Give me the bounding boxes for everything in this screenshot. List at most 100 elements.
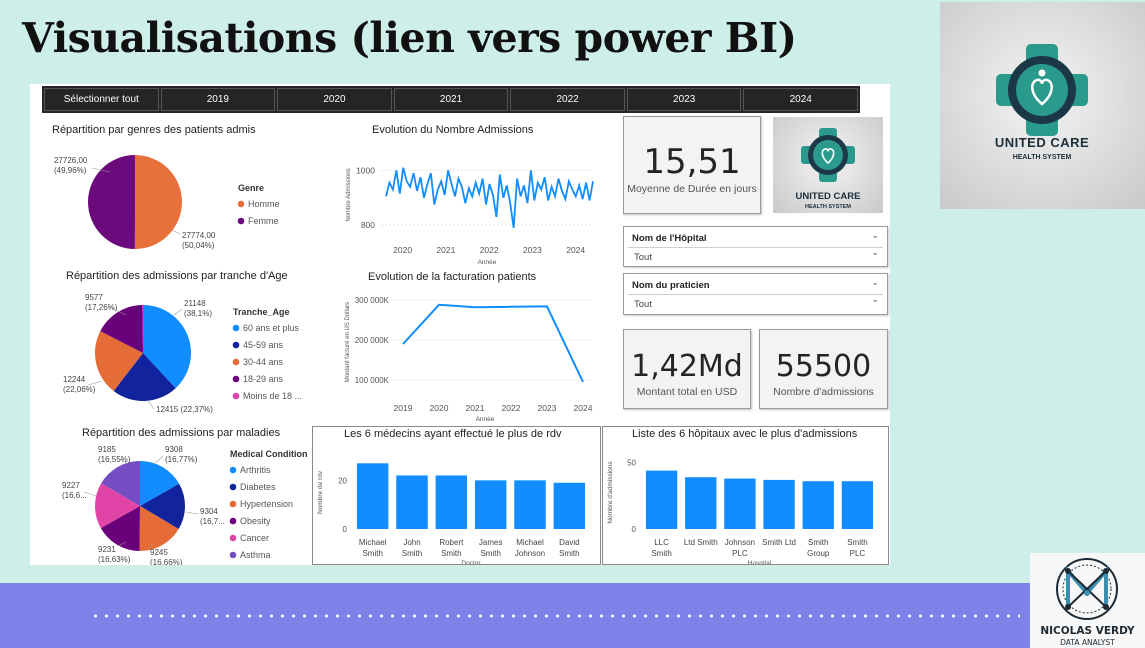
disease-pie-title: Répartition des admissions par maladies — [82, 427, 281, 439]
x-tick-label: 2023 — [523, 245, 542, 255]
collapse-chevron-icon[interactable]: ⌄ — [871, 278, 879, 288]
x-tick-label: Smith — [559, 549, 579, 558]
pie-slice — [140, 461, 180, 506]
disease-pie-chart[interactable]: 9185(16,55%) 9308(16,77%) 9227(16,6... 9304… — [30, 442, 315, 565]
age-pie-chart[interactable]: 9577(17,26%) 21148(38,1%) 12244(22,06%) 124… — [30, 287, 320, 419]
y-tick-label: 0 — [343, 525, 348, 534]
y-axis-label: Nombre d'admissions — [607, 461, 614, 524]
slicer-year-2023[interactable]: 2023 — [626, 88, 742, 111]
x-tick-label: Michael — [359, 538, 387, 547]
gender-pie-chart[interactable]: 27726,00(49,96%) 27774,00(50,04%) Genre Hom… — [30, 142, 320, 262]
legend-entry: 45-59 ans — [243, 340, 284, 350]
x-axis-label: Hospital — [748, 560, 772, 564]
practitioner-filter[interactable]: Nom du praticien ⌄ Tout ⌄ — [623, 273, 888, 315]
analyst-name: NICOLAS VERDY — [1040, 625, 1135, 637]
y-tick-label: 20 — [338, 476, 347, 485]
legend-title: Tranche_Age — [233, 307, 290, 317]
x-tick-label: Johnson — [515, 549, 545, 558]
pie-data-label: 9231 — [98, 545, 116, 554]
x-tick-label: David — [559, 538, 579, 547]
admissions-line-chart[interactable]: 1000 800 2020 2021 2022 2023 2024 Année Nombre A… — [313, 140, 603, 270]
pie-slice — [134, 155, 183, 249]
pie-leader-line — [173, 308, 183, 316]
slide-title: Visualisations (lien vers power BI) — [22, 14, 797, 62]
x-tick-label: Smith — [651, 549, 671, 558]
legend-marker — [229, 500, 237, 508]
legend-entry: 30-44 ans — [243, 357, 284, 367]
legend-marker — [237, 200, 245, 208]
avg-stay-value: 15,51 — [643, 142, 741, 182]
x-tick-label: 2020 — [393, 245, 412, 255]
x-tick-label: 2022 — [480, 245, 499, 255]
x-tick-label: LLC — [654, 538, 669, 547]
united-care-logo-icon: UNITED CARE HEALTH SYSTEM — [995, 44, 1089, 161]
y-axis-label: Nombre Admissions — [346, 168, 352, 221]
chevron-down-icon[interactable]: ⌄ — [871, 295, 879, 305]
bar — [474, 480, 507, 529]
collapse-chevron-icon[interactable]: ⌄ — [871, 231, 879, 241]
avg-stay-label: Moyenne de Durée en jours — [627, 183, 757, 195]
doctors-bar-chart[interactable]: 0 20 Michael Smith John Smith Robert Smith James… — [313, 440, 600, 564]
hospital-filter-value: Tout — [634, 252, 652, 263]
pie-data-label: 9577 — [85, 293, 103, 302]
legend-marker — [229, 551, 237, 559]
pie-data-label: 27726,00 — [54, 156, 88, 165]
hospital-filter[interactable]: Nom de l'Hôpital ⌄ Tout ⌄ — [623, 226, 888, 267]
pie-data-label: 9227 — [62, 481, 80, 490]
practitioner-filter-divider — [628, 294, 883, 295]
avg-stay-card: 15,51 Moyenne de Durée en jours — [623, 116, 761, 214]
x-tick-label: James — [479, 538, 503, 547]
admissions-label: Nombre d'admissions — [773, 386, 874, 398]
billing-line-chart[interactable]: 100 000K 200 000K 300 000K 2019 2020 2021 2022… — [313, 284, 603, 424]
pie-data-label: (17,26%) — [85, 303, 118, 312]
year-slicer: Sélectionner tout 2019 2020 2021 2022 20… — [42, 86, 860, 113]
pie-leader-line — [147, 400, 155, 410]
pie-slice — [88, 155, 135, 249]
pie-slice — [143, 305, 191, 389]
pie-data-label: (49,96%) — [54, 166, 87, 175]
x-tick-label: Smith — [480, 549, 500, 558]
pie-leader-line — [91, 167, 111, 173]
x-tick-label: 2020 — [430, 403, 449, 413]
x-tick-label: Smith Ltd — [762, 538, 796, 547]
pie-data-label: 21148 — [184, 299, 206, 308]
legend-marker — [232, 324, 240, 332]
analyst-badge: NICOLAS VERDY DATA ANALYST — [1030, 553, 1145, 648]
slicer-year-2021[interactable]: 2021 — [393, 88, 509, 111]
legend-marker — [229, 534, 237, 542]
legend-entry: Obesity — [240, 516, 271, 526]
legend-entry: Femme — [248, 216, 279, 226]
pie-leader-line — [171, 229, 181, 235]
practitioner-filter-title: Nom du praticien — [632, 280, 710, 291]
legend-entry: 60 ans et plus — [243, 323, 300, 333]
bar — [396, 475, 428, 529]
powerbi-dashboard: Sélectionner tout 2019 2020 2021 2022 20… — [30, 84, 890, 565]
x-axis-label: Année — [476, 416, 495, 423]
slicer-year-2022[interactable]: 2022 — [510, 88, 625, 111]
slicer-year-2020[interactable]: 2020 — [277, 88, 392, 111]
bar — [685, 477, 717, 529]
slicer-select-all[interactable]: Sélectionner tout — [44, 88, 159, 111]
pie-slice — [113, 353, 176, 401]
pie-slice — [100, 506, 140, 551]
legend-entry: Hypertension — [240, 499, 293, 509]
pie-data-label: 9245 — [150, 548, 168, 557]
analyst-role: DATA ANALYST — [1060, 638, 1115, 647]
legend-entry: Homme — [248, 199, 280, 209]
x-tick-label: 2021 — [466, 403, 485, 413]
pie-slice — [95, 331, 143, 391]
slicer-year-2024[interactable]: 2024 — [743, 88, 859, 111]
pie-leader-line — [87, 380, 103, 386]
hospitals-bar-chart[interactable]: 0 50 LLC Smith Ltd Smith Johnson PLC Smith Ltd S… — [603, 440, 888, 564]
pie-slice — [139, 506, 179, 551]
legend-marker — [232, 341, 240, 349]
x-axis-label: Doctor — [461, 560, 481, 564]
x-tick-label: Smith — [362, 549, 382, 558]
chevron-down-icon[interactable]: ⌄ — [871, 248, 879, 258]
pie-data-label: (38,1%) — [184, 309, 212, 318]
x-tick-label: Group — [807, 549, 830, 558]
y-axis-label: Nombre de rdv — [317, 470, 324, 514]
bar — [435, 475, 468, 529]
slicer-year-2019[interactable]: 2019 — [160, 88, 276, 111]
total-amount-value: 1,42Md — [631, 349, 743, 384]
